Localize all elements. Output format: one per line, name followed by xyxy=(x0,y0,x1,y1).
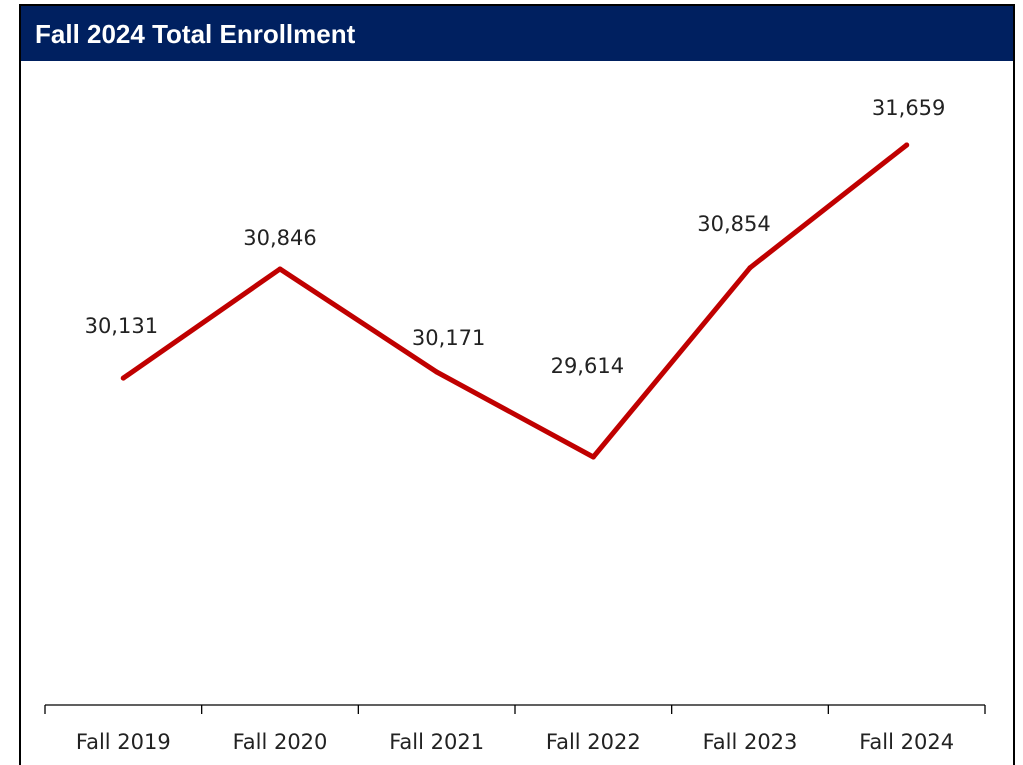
x-tick-label: Fall 2020 xyxy=(233,730,328,754)
x-tick-label: Fall 2021 xyxy=(389,730,484,754)
data-point xyxy=(904,142,910,148)
x-tick-label: Fall 2024 xyxy=(859,730,954,754)
data-label: 30,854 xyxy=(697,212,770,236)
data-point xyxy=(434,369,440,375)
data-point xyxy=(277,266,283,272)
chart-frame: Fall 2024 Total Enrollment xyxy=(19,4,1015,765)
data-point xyxy=(747,265,753,271)
x-tick-label: Fall 2022 xyxy=(546,730,641,754)
data-label: 30,171 xyxy=(412,326,485,350)
data-point xyxy=(120,375,126,381)
chart-title: Fall 2024 Total Enrollment xyxy=(35,19,356,49)
data-label: 30,846 xyxy=(243,226,316,250)
data-label: 30,131 xyxy=(85,314,158,338)
x-tick-label: Fall 2019 xyxy=(76,730,171,754)
enrollment-series-line xyxy=(120,142,910,460)
title-bar: Fall 2024 Total Enrollment xyxy=(21,6,1013,61)
x-tick-label: Fall 2023 xyxy=(703,730,798,754)
data-label: 31,659 xyxy=(872,96,945,120)
data-point xyxy=(590,454,596,460)
data-label: 29,614 xyxy=(551,354,624,378)
